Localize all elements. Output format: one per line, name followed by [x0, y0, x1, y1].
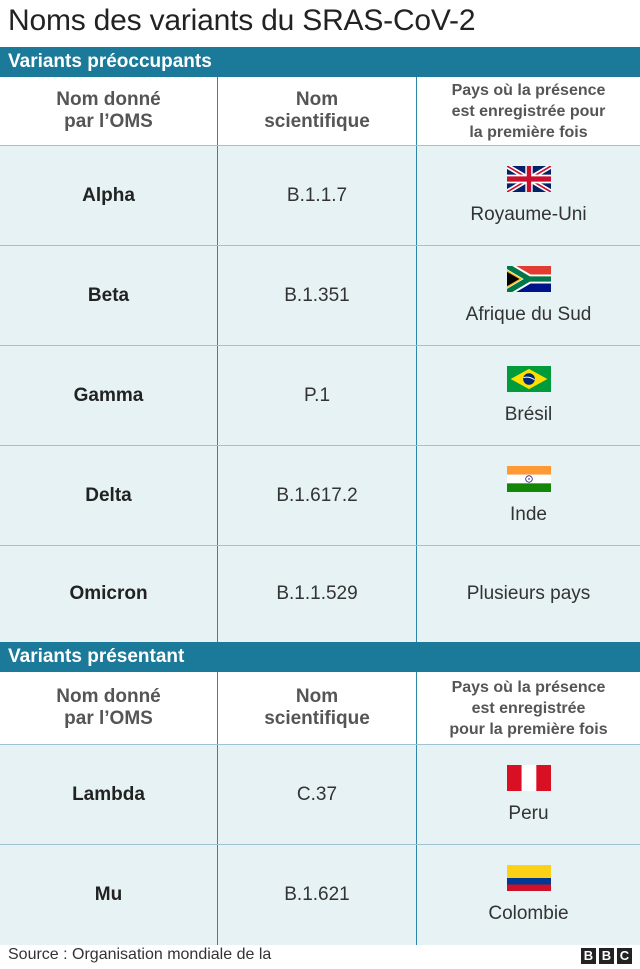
- header-country: Pays où la présence est enregistrée pour…: [417, 77, 640, 145]
- header-line: est enregistrée pour: [451, 102, 606, 120]
- who-name: Delta: [85, 484, 132, 506]
- table-row: Delta B.1.617.2 Inde: [0, 446, 640, 546]
- table-row: Mu B.1.621 Colombie: [0, 845, 640, 945]
- page-title: Noms des variants du SRAS-CoV-2: [8, 4, 476, 37]
- header-line: scientifique: [264, 111, 370, 132]
- header-line: est enregistrée: [471, 699, 586, 717]
- header-who-name: Nom donné par l’OMS: [0, 77, 218, 145]
- country-name: Inde: [510, 503, 547, 525]
- table-row: Lambda C.37 Peru: [0, 745, 640, 845]
- who-name: Alpha: [82, 184, 135, 206]
- header-scientific-name: Nom scientifique: [218, 77, 417, 145]
- country-name: Colombie: [488, 903, 569, 924]
- scientific-name: B.1.351: [284, 284, 350, 306]
- india-flag-icon: [506, 465, 551, 492]
- scientific-name: C.37: [296, 783, 338, 805]
- who-name: Mu: [94, 884, 123, 905]
- section-heading-interest: Variants présentant: [0, 642, 640, 672]
- header-line: Nom donné: [56, 89, 161, 110]
- scientific-name: B.1.621: [284, 884, 350, 905]
- header-line: Nom: [295, 686, 339, 707]
- variants-of-interest-table: Nom donné par l’OMS Nom scientifique Pay…: [0, 672, 640, 945]
- header-line: pour la première fois: [449, 720, 608, 738]
- who-name: Gamma: [73, 384, 144, 406]
- header-country: Pays où la présence est enregistrée pour…: [417, 672, 640, 744]
- country-name: Brésil: [504, 403, 553, 425]
- scientific-name: P.1: [303, 384, 331, 406]
- bbc-logo-letter: C: [617, 948, 632, 964]
- who-name: Beta: [87, 284, 130, 306]
- bbc-logo-letter: B: [599, 948, 614, 964]
- header-line: Pays où la présence: [451, 678, 606, 696]
- header-line: par l’OMS: [64, 708, 153, 729]
- colombia-flag-icon: [506, 865, 551, 891]
- bbc-logo: B B C: [581, 948, 632, 964]
- table-header-row: Nom donné par l’OMS Nom scientifique Pay…: [0, 77, 640, 146]
- source-note: Source : Organisation mondiale de la: [8, 946, 272, 963]
- who-name: Lambda: [72, 783, 145, 805]
- header-line: par l’OMS: [64, 111, 153, 132]
- table-header-row: Nom donné par l’OMS Nom scientifique Pay…: [0, 672, 640, 745]
- variants-of-concern-table: Nom donné par l’OMS Nom scientifique Pay…: [0, 77, 640, 642]
- header-line: Pays où la présence: [451, 81, 606, 99]
- table-row: Gamma P.1 Brésil: [0, 346, 640, 446]
- section-heading-concern: Variants préoccupants: [0, 47, 640, 77]
- header-scientific-name: Nom scientifique: [218, 672, 417, 744]
- country-name: Royaume-Uni: [470, 203, 587, 225]
- country-name: Afrique du Sud: [465, 303, 592, 325]
- uk-flag-icon: [506, 165, 551, 192]
- scientific-name: B.1.1.7: [286, 184, 348, 206]
- scientific-name: B.1.1.529: [276, 583, 358, 604]
- brazil-flag-icon: [506, 365, 551, 392]
- table-row: Beta B.1.351 Afrique du Sud: [0, 246, 640, 346]
- header-line: Nom donné: [56, 686, 161, 707]
- header-who-name: Nom donné par l’OMS: [0, 672, 218, 744]
- peru-flag-icon: [506, 764, 551, 791]
- country-name: Peru: [508, 802, 549, 824]
- bbc-logo-letter: B: [581, 948, 596, 964]
- table-row: Omicron B.1.1.529 Plusieurs pays: [0, 546, 640, 642]
- header-line: scientifique: [264, 708, 370, 729]
- header-line: Nom: [295, 89, 339, 110]
- table-row: Alpha B.1.1.7 Royaume-Uni: [0, 146, 640, 246]
- header-line: la première fois: [469, 123, 588, 141]
- scientific-name: B.1.617.2: [276, 484, 358, 506]
- south-africa-flag-icon: [506, 265, 551, 292]
- who-name: Omicron: [69, 583, 148, 604]
- country-name: Plusieurs pays: [466, 583, 591, 604]
